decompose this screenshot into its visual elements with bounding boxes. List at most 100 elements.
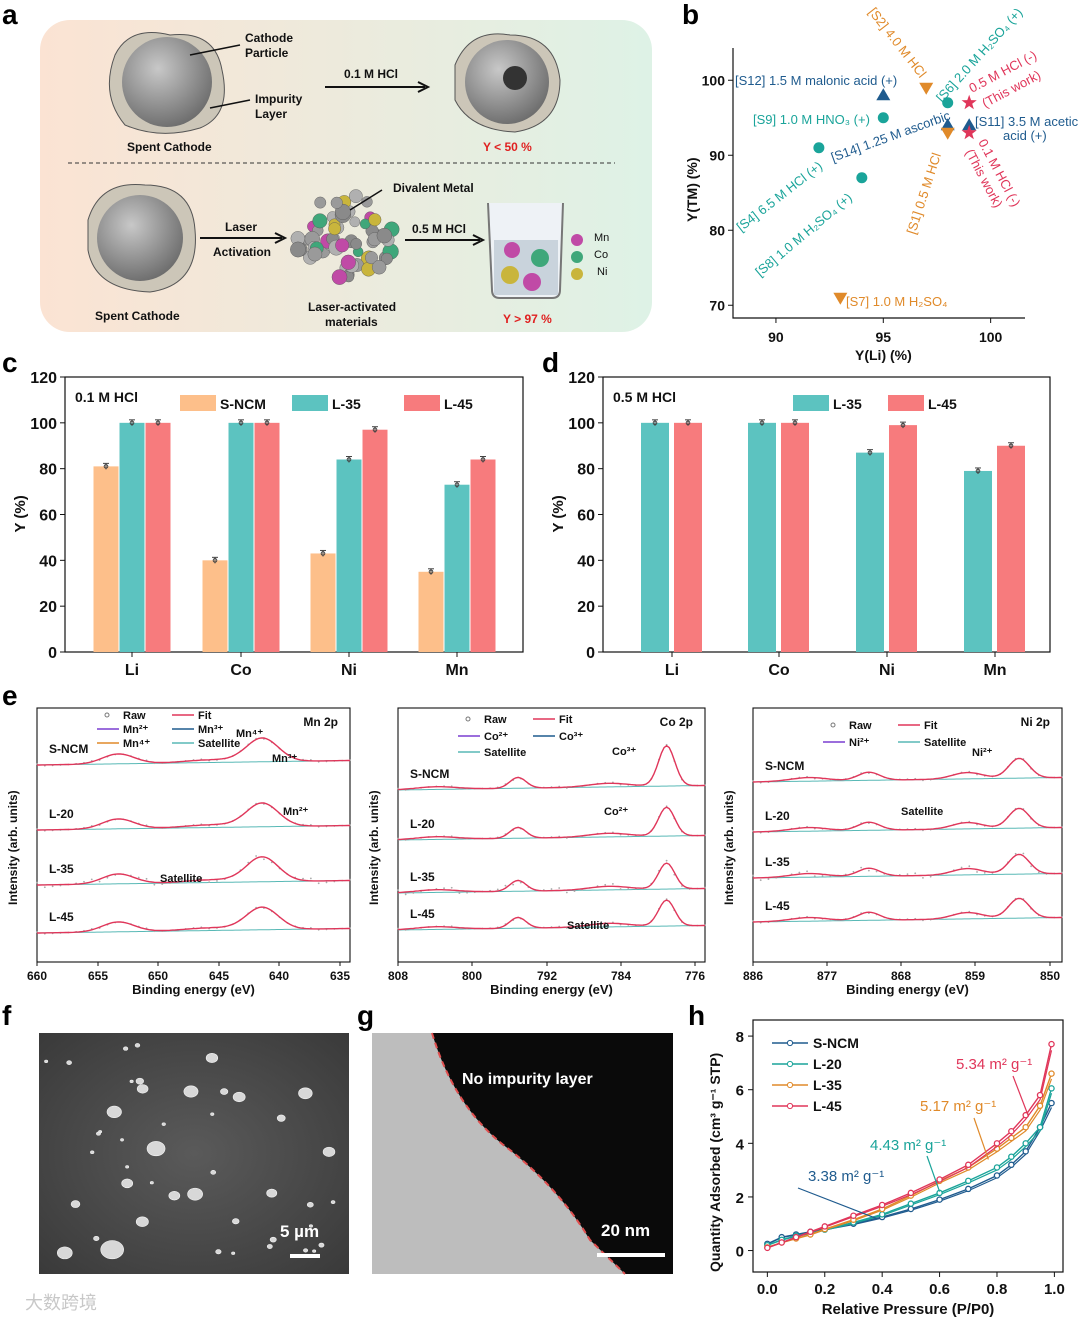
particle xyxy=(314,196,327,209)
x-tick-label: 0.2 xyxy=(814,1281,835,1298)
x-axis-label: Binding energy (eV) xyxy=(132,982,255,997)
legend-label: Raw xyxy=(484,714,507,726)
surface-area-label: 5.34 m² g⁻¹ xyxy=(956,1056,1032,1073)
cathode-particle-label: Cathode xyxy=(245,31,293,45)
mn-legend-marker xyxy=(571,234,583,246)
legend-marker xyxy=(786,1102,794,1110)
data-point-triangle xyxy=(876,88,891,101)
mn-ion xyxy=(523,273,541,291)
y-tick-label: 80 xyxy=(709,222,725,238)
particle xyxy=(335,238,350,253)
sample-label: L-20 xyxy=(49,807,74,821)
data-point xyxy=(652,420,658,426)
point-label: [S12] 1.5 M malonic acid (+) xyxy=(735,73,897,88)
raw-data-point xyxy=(914,872,917,875)
bar-l-35 xyxy=(748,422,776,652)
arrow-head-icon xyxy=(274,232,288,244)
ni-ion xyxy=(501,266,519,284)
sample-label: L-35 xyxy=(410,870,435,884)
spent-cathode-label: Spent Cathode xyxy=(95,309,180,323)
sem-particle xyxy=(100,1240,124,1260)
legend-swatch xyxy=(180,395,216,411)
legend-label: Satellite xyxy=(924,737,966,749)
legend-label: S-NCM xyxy=(813,1035,859,1051)
data-point xyxy=(965,1177,972,1185)
x-tick-label: 877 xyxy=(817,969,837,983)
cathode-particle-sphere xyxy=(97,195,183,281)
watermark: 大数跨境 xyxy=(25,1293,97,1313)
bar-s-ncm xyxy=(310,553,336,652)
data-point xyxy=(907,1189,915,1197)
data-point xyxy=(480,457,486,462)
particle xyxy=(290,241,306,258)
data-point xyxy=(1048,1070,1055,1077)
raw-data-point xyxy=(145,877,148,880)
plot-frame xyxy=(36,707,351,963)
raw-data-point xyxy=(51,885,54,888)
legend-label: Mn⁴⁺ xyxy=(123,738,150,750)
y-tick-label: 0 xyxy=(48,645,57,662)
data-point xyxy=(1022,1140,1029,1147)
bar-l-45 xyxy=(254,422,280,652)
sem-particle xyxy=(210,1170,217,1175)
data-point-circle xyxy=(877,112,889,124)
sample-label: L-20 xyxy=(765,809,790,823)
laser-activated-label: materials xyxy=(325,315,378,329)
point-label: [S9] 1.0 M HNO₃ (+) xyxy=(753,112,870,127)
particle-edge-line xyxy=(431,1032,626,1275)
raw-data-point xyxy=(90,878,93,881)
raw-data-point xyxy=(309,877,312,880)
bar-l-45 xyxy=(889,425,917,652)
sem-particle xyxy=(330,1200,336,1205)
x-tick-label: 660 xyxy=(27,969,47,983)
scale-bar-label: 20 nm xyxy=(601,1221,650,1240)
sem-particle xyxy=(312,1249,317,1253)
bar-s-ncm xyxy=(93,466,119,652)
co-legend-marker xyxy=(571,251,583,263)
y-axis-label: Quantity Adsorbed (cm³ g⁻¹ STP) xyxy=(707,1053,723,1272)
panel-title: Co 2p xyxy=(660,715,693,729)
particle xyxy=(368,213,382,227)
panel-label-c: c xyxy=(2,347,18,378)
peak-annotation: Mn³⁺ xyxy=(272,753,298,765)
x-tick-label: Mn xyxy=(983,662,1006,679)
particle xyxy=(350,238,362,250)
data-point xyxy=(1008,1128,1015,1135)
sem-particle xyxy=(56,1246,73,1260)
particle xyxy=(340,254,356,270)
plot-frame xyxy=(752,1019,1064,1273)
fit-line xyxy=(37,802,350,831)
sem-particle xyxy=(220,1088,229,1095)
raw-data-point xyxy=(325,881,328,884)
raw-data-point xyxy=(504,884,507,887)
legend-label: L-35 xyxy=(332,396,361,412)
data-point xyxy=(1036,1123,1044,1131)
sem-particle xyxy=(70,1200,81,1208)
data-point-circle xyxy=(942,97,954,109)
fit-line xyxy=(752,757,1062,783)
scale-bar-label: 5 µm xyxy=(280,1222,319,1241)
particle xyxy=(380,252,393,265)
panel-b-scatter: Y(Li) (%) Y(TM) (%) 90 95 100 70 80 90 100 [S1… xyxy=(684,5,1079,363)
legend-label: Ni²⁺ xyxy=(849,737,870,749)
raw-data-point xyxy=(36,881,38,884)
yield-bottom-label: Y > 97 % xyxy=(503,312,552,326)
scale-bar xyxy=(597,1253,665,1257)
legend-label: L-20 xyxy=(813,1056,842,1072)
cathode-particle-label: Particle xyxy=(245,46,289,60)
raw-data-point xyxy=(821,874,824,877)
legend-label: Mn²⁺ xyxy=(123,724,149,736)
raw-data-point xyxy=(612,883,614,885)
raw-data-point xyxy=(983,871,986,874)
particle xyxy=(330,196,343,209)
sem-particle xyxy=(215,1249,222,1255)
surface-area-label: 3.38 m² g⁻¹ xyxy=(808,1168,884,1185)
data-point xyxy=(1048,1085,1055,1092)
panel-title: Mn 2p xyxy=(303,715,338,729)
data-point xyxy=(103,464,109,469)
x-tick-label: 640 xyxy=(269,969,289,983)
raw-data-point xyxy=(443,887,445,890)
sem-particle xyxy=(205,1052,219,1063)
spent-cathode-label: Spent Cathode xyxy=(127,140,212,154)
sample-label: L-45 xyxy=(765,899,790,913)
